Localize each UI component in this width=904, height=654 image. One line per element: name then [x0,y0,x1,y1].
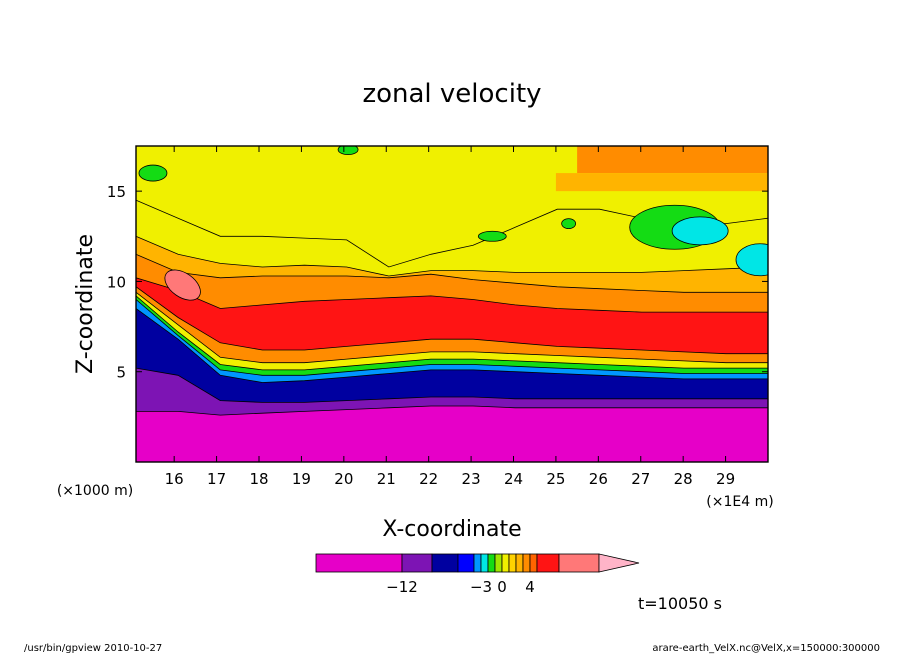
x-tick-label: 19 [292,470,311,488]
colorbar-segment [501,553,510,573]
colorbar-tick-label: 0 [497,578,507,596]
y-tick-label: 10 [107,273,126,291]
colorbar-segment [401,553,433,573]
footer-left: /usr/bin/gpview 2010-10-27 [24,643,162,654]
contour-surface [136,405,768,462]
colorbar-segment [480,553,489,573]
heatmap-field [136,146,768,462]
feature-max-patch [164,269,201,301]
x-tick-label: 21 [377,470,396,488]
feature-green-patch-1 [337,146,359,156]
colorbar-tick-label: 4 [525,578,535,596]
y-tick-label: 15 [107,183,126,201]
x-tick-label: 17 [207,470,226,488]
colorbar-segment [494,553,503,573]
colorbar-segment [487,553,496,573]
feature-green-patch-3 [561,218,577,230]
chart-title: zonal velocity [362,79,541,109]
field-upper-right-band [577,146,768,174]
x-tick-label: 24 [504,470,523,488]
y-tick-label: 5 [116,364,126,382]
x-axis-label: X-coordinate [382,517,521,542]
colorbar-segment [315,553,403,573]
colorbar-segment [522,553,531,573]
colorbar-extend-arrow [598,553,640,573]
y-axis-unit: (×1000 m) [57,483,133,499]
x-axis: 16 17 18 19 20 21 22 23 24 25 26 27 28 29 [165,146,735,488]
colorbar-segment [515,553,524,573]
x-tick-label: 22 [419,470,438,488]
y-axis: 5 10 15 [107,183,768,382]
footer-right: arare-earth_VelX.nc@VelX,x=150000:300000 [652,643,880,654]
feature-cyan-edge [735,243,768,277]
x-tick-label: 28 [674,470,693,488]
x-tick-label: 18 [249,470,268,488]
x-tick-label: 27 [631,470,650,488]
colorbar-segment [431,553,459,573]
x-tick-label: 23 [462,470,481,488]
feature-green-patch-0 [138,164,168,182]
x-tick-label: 20 [334,470,353,488]
plot-frame [135,145,769,463]
colorbar-segment [473,553,482,573]
x-tick-label: 25 [546,470,565,488]
x-axis-unit: (×1E4 m) [706,494,773,510]
colorbar: −12 −3 0 4 [315,553,640,596]
x-tick-label: 29 [716,470,735,488]
x-tick-label: 16 [165,470,184,488]
feature-green-patch-2 [477,230,507,242]
colorbar-tick-label: −12 [386,578,418,596]
feature-min-patch [671,216,729,246]
colorbar-segment [558,553,600,573]
colorbar-tick-label: −3 [470,578,492,596]
x-tick-label: 26 [589,470,608,488]
time-label: t=10050 s [638,594,722,613]
colorbar-segment [457,553,475,573]
colorbar-segment [508,553,517,573]
colorbar-segment [529,553,538,573]
colorbar-segment [536,553,560,573]
field-upper-right-band-2 [555,173,768,192]
y-axis-label: Z-coordinate [73,234,98,374]
